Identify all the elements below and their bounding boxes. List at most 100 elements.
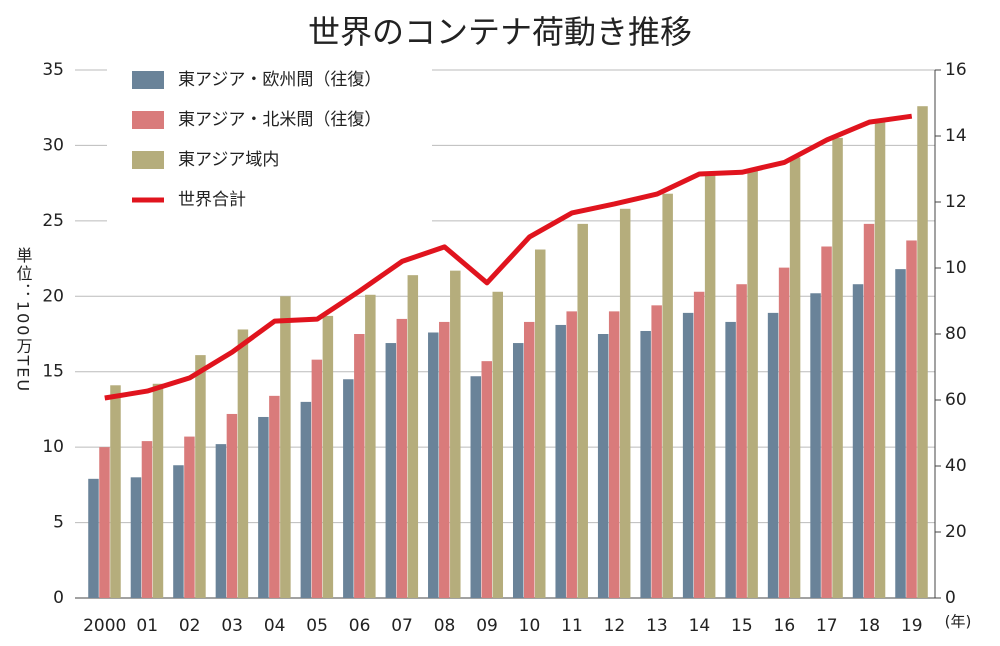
- bar: [778, 267, 790, 598]
- bar: [917, 106, 928, 598]
- bar: [725, 321, 736, 598]
- bar: [385, 343, 397, 598]
- bar: [651, 305, 662, 598]
- x-tick-label: 19: [901, 616, 923, 636]
- y2-tick-label: 60: [945, 390, 967, 410]
- bar: [523, 321, 535, 598]
- x-unit-label: (年): [945, 613, 972, 631]
- bar: [662, 193, 673, 598]
- bar: [906, 240, 917, 598]
- bar: [280, 296, 291, 598]
- legend-label: 東アジア・北米間（往復）: [178, 110, 381, 130]
- bar: [619, 208, 631, 598]
- y2-tick-label: 16: [945, 60, 967, 80]
- y-tick-label: 35: [42, 60, 64, 80]
- y-axis-label: 単位：100万TEU: [14, 247, 33, 393]
- bar: [597, 334, 609, 598]
- y2-tick-label: 40: [945, 456, 967, 476]
- bar: [184, 436, 195, 598]
- x-tick-label: 03: [221, 616, 243, 636]
- bar: [195, 355, 206, 598]
- x-tick-label: 06: [349, 616, 371, 636]
- y2-tick-label: 80: [945, 324, 967, 344]
- bar: [311, 359, 323, 598]
- x-tick-label: 2000: [83, 616, 126, 636]
- x-tick-label: 15: [731, 616, 753, 636]
- bar: [821, 246, 832, 598]
- legend-swatch: [132, 151, 164, 169]
- bar: [736, 284, 747, 598]
- bar: [566, 311, 577, 598]
- y2-tick-label: 10: [945, 258, 967, 278]
- bar: [258, 416, 269, 598]
- bar: [577, 223, 588, 599]
- x-tick-label: 14: [689, 616, 711, 636]
- bar: [555, 324, 566, 598]
- x-tick-label: 05: [306, 616, 328, 636]
- bar: [173, 465, 184, 598]
- bar: [237, 329, 249, 598]
- bar: [99, 447, 110, 598]
- x-tick-label: 09: [476, 616, 498, 636]
- bar: [365, 294, 376, 598]
- bar: [789, 157, 801, 599]
- chart-title: 世界のコンテナ荷動き推移: [308, 13, 692, 51]
- bar: [512, 343, 524, 598]
- legend-swatch: [132, 71, 164, 89]
- y2-tick-label: 0: [945, 588, 956, 608]
- legend-label: 東アジア域内: [178, 150, 279, 170]
- bar: [863, 223, 875, 599]
- y-tick-label: 10: [42, 437, 64, 457]
- x-tick-label: 17: [816, 616, 838, 636]
- bar: [110, 385, 121, 598]
- x-tick-label: 10: [519, 616, 541, 636]
- bar: [269, 395, 280, 598]
- bar: [874, 121, 886, 598]
- x-tick-label: 18: [858, 616, 880, 636]
- bar: [130, 477, 142, 598]
- bar: [396, 318, 408, 598]
- bar: [895, 269, 906, 598]
- bar: [428, 332, 439, 598]
- y-tick-label: 20: [42, 286, 64, 306]
- x-tick-label: 08: [434, 616, 456, 636]
- bar: [534, 249, 546, 598]
- x-tick-label: 12: [604, 616, 626, 636]
- x-tick-label: 01: [136, 616, 158, 636]
- bar: [492, 291, 504, 598]
- y-tick-label: 30: [42, 135, 64, 155]
- bar: [767, 312, 779, 598]
- bar: [852, 284, 864, 598]
- x-tick-label: 13: [646, 616, 668, 636]
- bar: [407, 275, 419, 598]
- bar: [141, 441, 153, 598]
- bar: [704, 172, 716, 598]
- bar: [832, 137, 843, 598]
- bar: [470, 376, 482, 598]
- bar: [215, 444, 227, 598]
- y-tick-label: 15: [42, 362, 64, 382]
- legend-label: 東アジア・欧州間（往復）: [178, 70, 381, 90]
- legend-label: 世界合計: [178, 190, 246, 210]
- bar: [439, 321, 450, 598]
- bar: [640, 330, 651, 598]
- bar: [152, 383, 164, 598]
- y2-tick-label: 20: [945, 522, 967, 542]
- bar: [481, 361, 493, 598]
- y-tick-label: 25: [42, 211, 64, 231]
- bar: [682, 312, 694, 598]
- bar: [693, 291, 705, 598]
- bar: [810, 293, 821, 598]
- x-tick-label: 04: [264, 616, 286, 636]
- x-tick-label: 16: [774, 616, 796, 636]
- bar: [300, 401, 312, 598]
- line-series: [104, 113, 913, 401]
- bar: [608, 311, 620, 598]
- bar: [354, 334, 365, 598]
- bar: [88, 478, 99, 598]
- bar: [343, 379, 354, 598]
- x-tick-label: 02: [179, 616, 201, 636]
- x-tick-label: 11: [561, 616, 583, 636]
- x-tick-label: 07: [391, 616, 413, 636]
